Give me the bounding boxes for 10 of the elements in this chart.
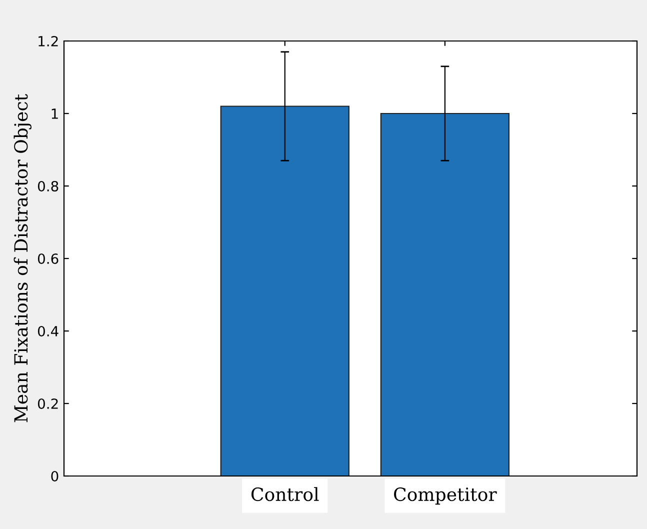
y-tick-label: 0.6	[38, 253, 58, 264]
y-axis-title: Mean Fixations of Distractor Object	[14, 94, 32, 422]
x-tick-label: Control	[251, 487, 319, 502]
y-tick-label: 0.2	[38, 398, 58, 409]
y-tick-label: 0	[51, 470, 58, 482]
x-tick-label: Competitor	[394, 487, 497, 505]
y-tick-label: 0.4	[38, 326, 58, 336]
y-tick-label: 1	[52, 108, 58, 119]
y-tick-label: 1.2	[38, 36, 58, 46]
y-tick-label: 0.8	[38, 180, 58, 192]
